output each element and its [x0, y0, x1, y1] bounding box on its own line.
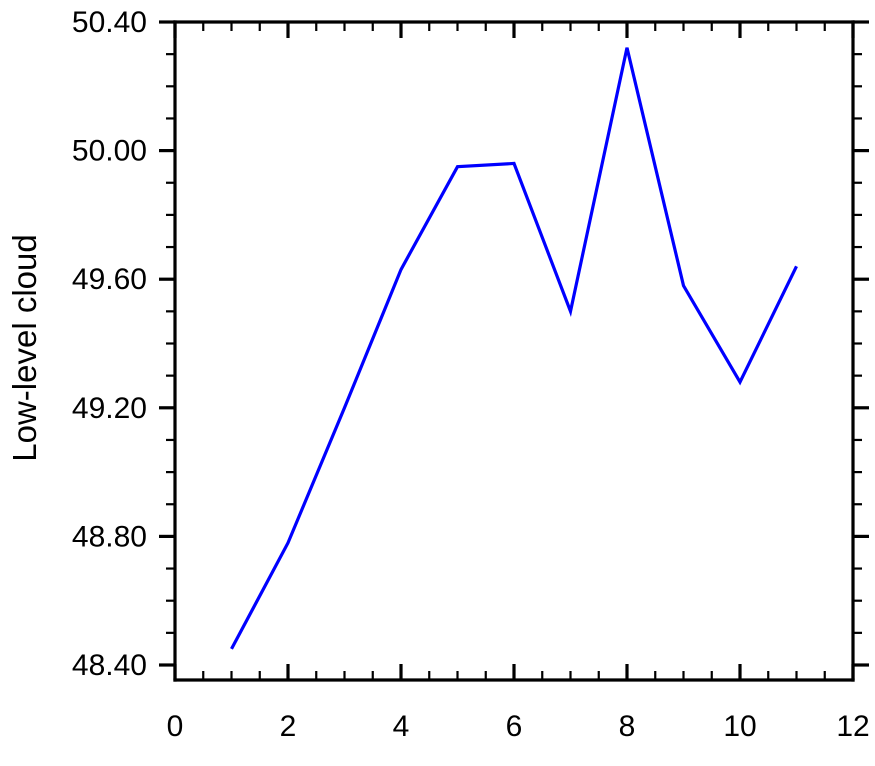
x-tick-label: 6	[506, 710, 523, 743]
x-tick-label: 0	[167, 710, 184, 743]
y-tick-label: 50.00	[72, 135, 147, 168]
y-tick-label: 48.40	[72, 649, 147, 682]
x-tick-label: 10	[723, 710, 756, 743]
x-axis-major-ticks	[173, 22, 855, 680]
x-tick-label: 12	[836, 710, 869, 743]
x-axis-minor-ticks	[202, 22, 826, 680]
y-tick-label: 49.20	[72, 392, 147, 425]
plot-frame	[173, 20, 855, 682]
x-tick-label: 4	[393, 710, 410, 743]
y-tick-label: 49.60	[72, 263, 147, 296]
x-axis-tick-labels: 0 2 4 6 8 10 12	[167, 710, 870, 743]
y-axis-tick-labels: 48.40 48.80 49.20 49.60 50.00 50.40	[72, 6, 147, 682]
y-axis-title: Low-level cloud	[6, 234, 43, 461]
y-axis-major-ticks	[159, 20, 869, 667]
y-tick-label: 48.80	[72, 520, 147, 553]
data-series-line	[230, 47, 798, 650]
x-tick-label: 8	[619, 710, 636, 743]
x-tick-label: 2	[280, 710, 297, 743]
y-tick-label: 50.40	[72, 6, 147, 39]
